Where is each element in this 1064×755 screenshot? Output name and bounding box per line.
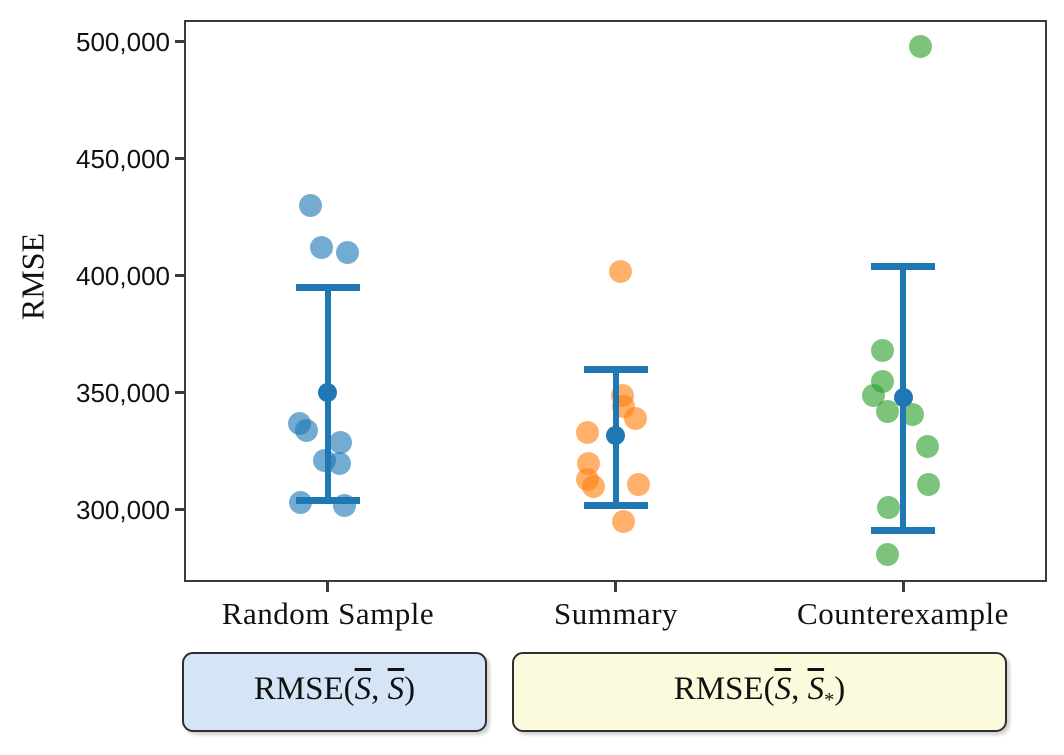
errorbar-cap-low [583,501,648,509]
errorbar-cap-high [295,284,360,292]
y-tick-label: 450,000 [76,143,170,174]
data-point [328,451,352,475]
y-tick-label: 500,000 [76,26,170,57]
errorbar-cap-high [583,366,648,374]
data-point [299,194,323,218]
math-label: RMSE(S, S*) [673,671,846,712]
data-point [624,407,647,431]
x-tick-label-random-sample: Random Sample [221,596,435,631]
annotation-box-rmse-self: RMSE(S, S) [182,652,487,732]
data-point [908,35,932,59]
mean-marker [606,425,625,445]
data-point [310,236,334,260]
x-tick-mark [614,582,617,592]
data-point [295,418,319,442]
data-point [582,475,605,499]
data-point [875,400,899,424]
data-point [576,421,599,445]
data-point [627,472,650,496]
y-tick-mark [175,508,184,512]
y-tick-mark [175,391,184,395]
x-tick-mark [901,582,905,592]
data-point [329,430,353,454]
data-point [861,383,885,407]
data-point [876,496,900,520]
data-point [609,259,632,283]
mean-marker [893,388,913,408]
data-point [336,241,360,265]
y-tick-mark [175,40,184,44]
math-label: RMSE(S, S) [253,671,416,708]
data-point [870,339,894,363]
y-tick-mark [175,274,184,278]
data-point [916,472,940,496]
x-tick-label-counterexample: Counterexample [797,596,1009,631]
data-point [875,542,899,566]
errorbar-cap-high [871,263,936,271]
y-tick-label: 350,000 [76,377,170,408]
y-tick-label: 300,000 [76,494,170,525]
y-tick-mark [175,157,184,161]
x-tick-mark [326,582,330,592]
errorbar-cap-low [871,527,936,535]
errorbar-cap-low [295,497,360,505]
mean-marker [318,383,338,403]
data-point [900,402,924,426]
data-point [612,510,635,534]
annotation-box-rmse-counterexample: RMSE(S, S*) [512,652,1007,732]
y-tick-label: 400,000 [76,260,170,291]
data-point [915,435,939,459]
x-tick-label-summary: Summary [553,596,679,631]
